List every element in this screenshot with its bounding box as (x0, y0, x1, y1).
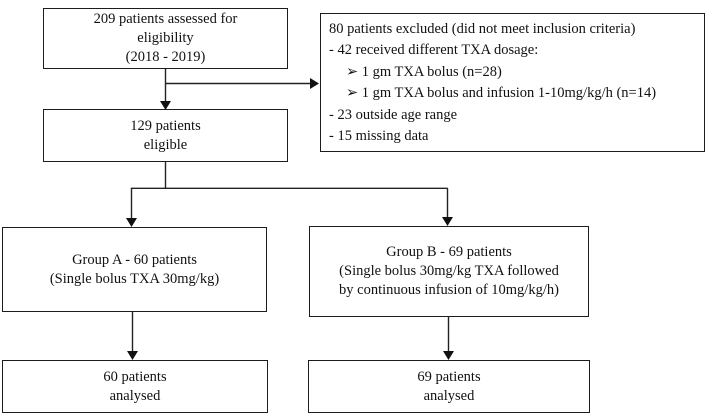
group-b-line-3: by continuous infusion of 10mg/kg/h) (339, 282, 559, 298)
group-b-line-1: Group B - 69 patients (386, 244, 512, 260)
arrowhead-down-to-group-b (442, 217, 453, 226)
excluded-title: 80 patients excluded (did not meet inclu… (329, 21, 636, 37)
box-assessed: 209 patients assessed for eligibility (2… (43, 8, 288, 69)
eligible-line-1: 129 patients (130, 117, 201, 134)
assessed-line-1: 209 patients assessed for (93, 11, 238, 27)
analysed-a-line-2: analysed (109, 387, 161, 404)
box-analysed-a: 60 patients analysed (2, 360, 268, 413)
box-analysed-b: 69 patients analysed (308, 360, 590, 413)
excluded-item-age: - 23 outside age range (329, 106, 458, 123)
box-group-b: Group B - 69 patients (Single bolus 30mg… (309, 226, 589, 317)
eligible-line-2: eligible (143, 136, 188, 153)
analysed-b-line-2: analysed (423, 387, 475, 404)
arrowhead-down-to-analysed-a (127, 351, 138, 360)
box-group-a: Group A - 60 patients (Single bolus TXA … (2, 227, 267, 312)
group-a-line-1: Group A - 60 patients (72, 251, 197, 268)
assessed-line-3: (2018 - 2019) (125, 49, 206, 65)
arrowhead-down-to-group-a (126, 218, 137, 227)
arrowhead-right-to-excluded (310, 78, 319, 89)
excluded-subitem-bolus: ➢ 1 gm TXA bolus (n=28) (346, 63, 502, 80)
excluded-subitem-bolus-infusion: ➢ 1 gm TXA bolus and infusion 1-10mg/kg/… (346, 85, 657, 102)
box-eligible: 129 patients eligible (43, 109, 288, 162)
group-a-line-2: (Single bolus TXA 30mg/kg) (49, 270, 220, 287)
excluded-item-dosage: - 42 received different TXA dosage: (329, 42, 539, 59)
assessed-line-2: eligibility (137, 30, 194, 46)
arrowhead-down-to-analysed-b (443, 351, 454, 360)
box-excluded: 80 patients excluded (did not meet inclu… (320, 13, 705, 152)
excluded-item-missing: - 15 missing data (329, 128, 429, 145)
analysed-a-line-1: 60 patients (103, 368, 167, 385)
group-b-line-2: (Single bolus 30mg/kg TXA followed (339, 263, 559, 279)
analysed-b-line-1: 69 patients (417, 368, 481, 385)
